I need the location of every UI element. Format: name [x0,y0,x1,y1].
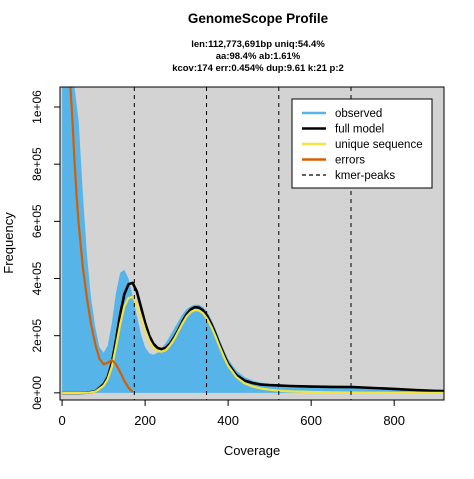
legend-label-unique-sequence: unique sequence [335,139,423,151]
chart-subtitle-line-2: aa:98.4% ab:1.61% [216,51,301,62]
chart-title: GenomeScope Profile [188,11,329,26]
y-axis: 0e+00 2e+05 4e+05 6e+05 8e+05 1e+06 [30,90,60,410]
legend-label-errors: errors [335,155,365,167]
y-tick-label: 4e+05 [30,261,44,295]
series-layer [62,86,445,395]
chart-subtitle-line-3: kcov:174 err:0.454% dup:9.61 k:21 p:2 [172,63,344,74]
series-full-model-line [62,281,445,395]
x-axis-label: Coverage [224,443,280,458]
x-tick-label: 800 [383,413,405,428]
y-tick-label: 1e+06 [30,90,44,124]
legend: observed full model unique sequence errors k… [291,98,433,189]
y-axis-label: Frequency [1,212,16,274]
x-tick-label: 200 [134,413,156,428]
y-tick-label: 0e+00 [30,376,44,410]
plot-frame [59,86,445,401]
y-tick-label: 2e+05 [30,319,44,353]
series-unique-sequence-line [62,295,444,394]
legend-label-kmer-peaks: kmer-peaks [335,170,395,182]
chart-subtitle-line-1: len:112,773,691bp uniq:54.4% [191,39,325,50]
legend-label-observed: observed [335,108,382,120]
legend-label-full-model: full model [335,124,384,136]
series-observed-area [62,87,444,393]
y-tick-label: 8e+05 [30,147,44,181]
x-tick-label: 0 [58,413,65,428]
x-axis: 0 200 400 600 800 [58,400,405,428]
y-tick-label: 6e+05 [30,204,44,238]
series-errors-line [69,86,134,393]
x-tick-label: 400 [217,413,239,428]
x-tick-label: 600 [300,413,322,428]
